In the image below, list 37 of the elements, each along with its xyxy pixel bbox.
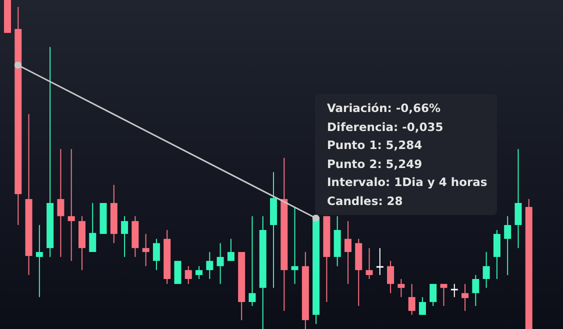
candlestick: [450, 283, 458, 298]
candlestick: [514, 148, 522, 249]
candlestick: [418, 296, 426, 316]
candlestick: [398, 278, 405, 298]
candlestick: [472, 274, 480, 306]
candlestick: [196, 266, 203, 280]
candlestick: [227, 238, 234, 262]
candlestick: [68, 148, 75, 262]
candlestick: [57, 148, 64, 258]
candlestick: [344, 220, 352, 284]
candlestick: [504, 216, 512, 276]
candlestick: [248, 216, 256, 306]
candlestick: [216, 242, 224, 284]
annotation: Diferencia: -0,035: [327, 118, 444, 136]
candlestick: [206, 252, 214, 280]
candlestick: [440, 283, 448, 306]
candlestick: [376, 248, 384, 276]
candlestick: [387, 260, 394, 294]
candlestick: [152, 238, 160, 271]
candlestick: [121, 216, 128, 258]
candlestick: [89, 202, 96, 253]
candlestick: [482, 252, 490, 288]
candlestick: [142, 233, 150, 267]
candlestick: [174, 260, 182, 284]
candlestick: [366, 248, 373, 280]
candlestick: [493, 229, 500, 280]
annotation: Candles: 28: [327, 192, 404, 210]
annotation: Intervalo: 1Dia y 4 horas: [327, 174, 488, 191]
candlestick: [36, 224, 43, 298]
candlestick: [184, 266, 192, 284]
candlestick: [408, 283, 416, 316]
candlestick: [291, 206, 298, 284]
candlestick: [462, 283, 469, 312]
annotation: Variación: -0,66%: [327, 100, 442, 117]
annotation: Punto 1: 5,284: [327, 137, 424, 154]
candlestick: [430, 283, 437, 306]
annotation: Punto 2: 5,249: [327, 156, 424, 172]
